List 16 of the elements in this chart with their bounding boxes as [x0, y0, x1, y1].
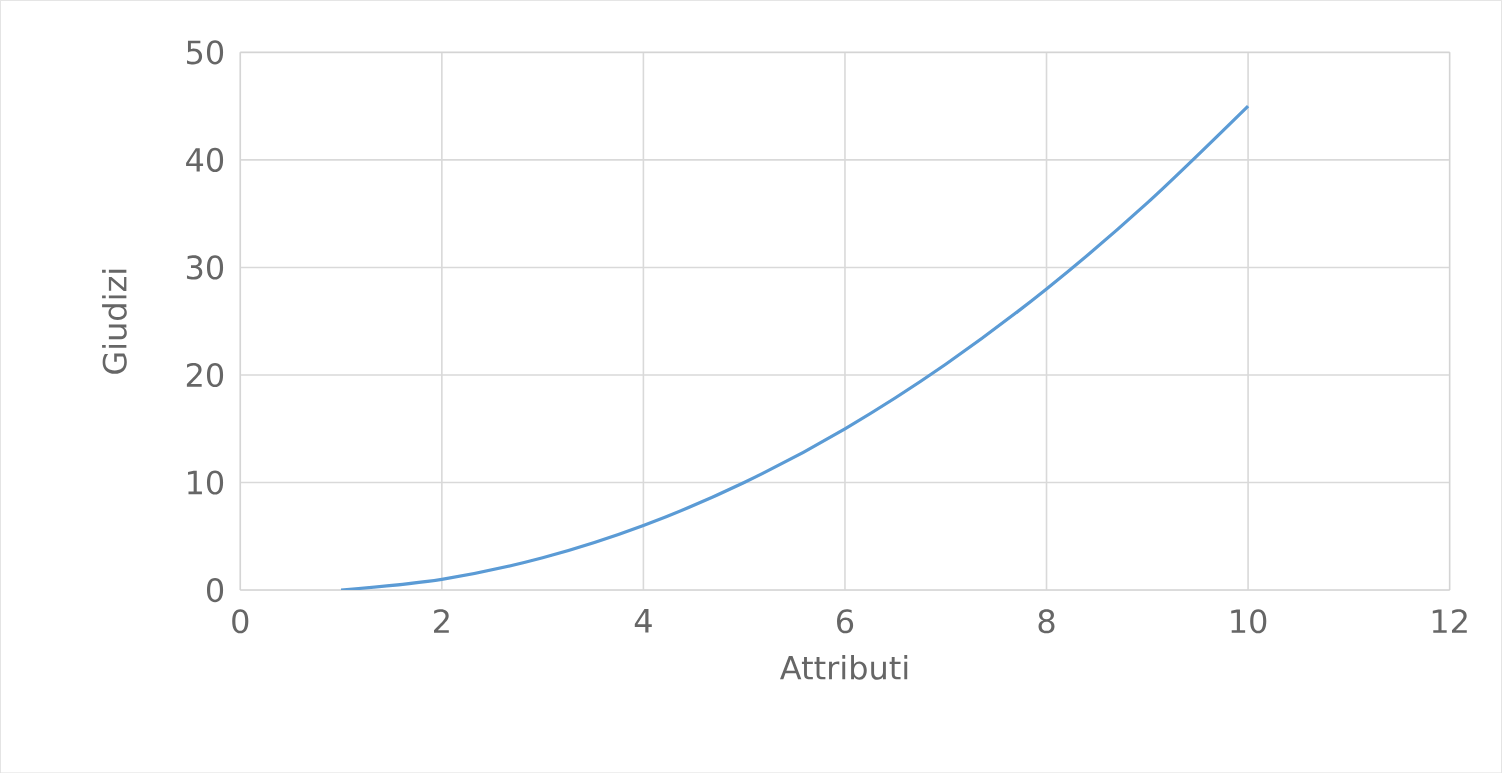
x-tick-label: 12	[1432, 608, 1467, 633]
y-tick-label: 30	[186, 255, 224, 280]
y-tick-label: 20	[186, 362, 224, 387]
x-axis-title: Attributi	[780, 654, 908, 680]
y-tick-label: 0	[206, 577, 224, 602]
x-tick-label: 2	[434, 608, 449, 633]
x-tick-label: 4	[634, 608, 652, 633]
x-tick-label: 0	[232, 608, 249, 634]
y-tick-label: 40	[186, 147, 224, 172]
line-series	[339, 104, 1250, 590]
y-axis-title: Giudizi	[102, 269, 127, 374]
x-tick-label: 10	[1231, 608, 1267, 634]
y-tick-label: 50	[187, 40, 224, 65]
x-tick-label: 8	[1038, 608, 1055, 634]
x-tick-label: 6	[837, 608, 854, 634]
y-tick-label: 10	[188, 470, 224, 495]
